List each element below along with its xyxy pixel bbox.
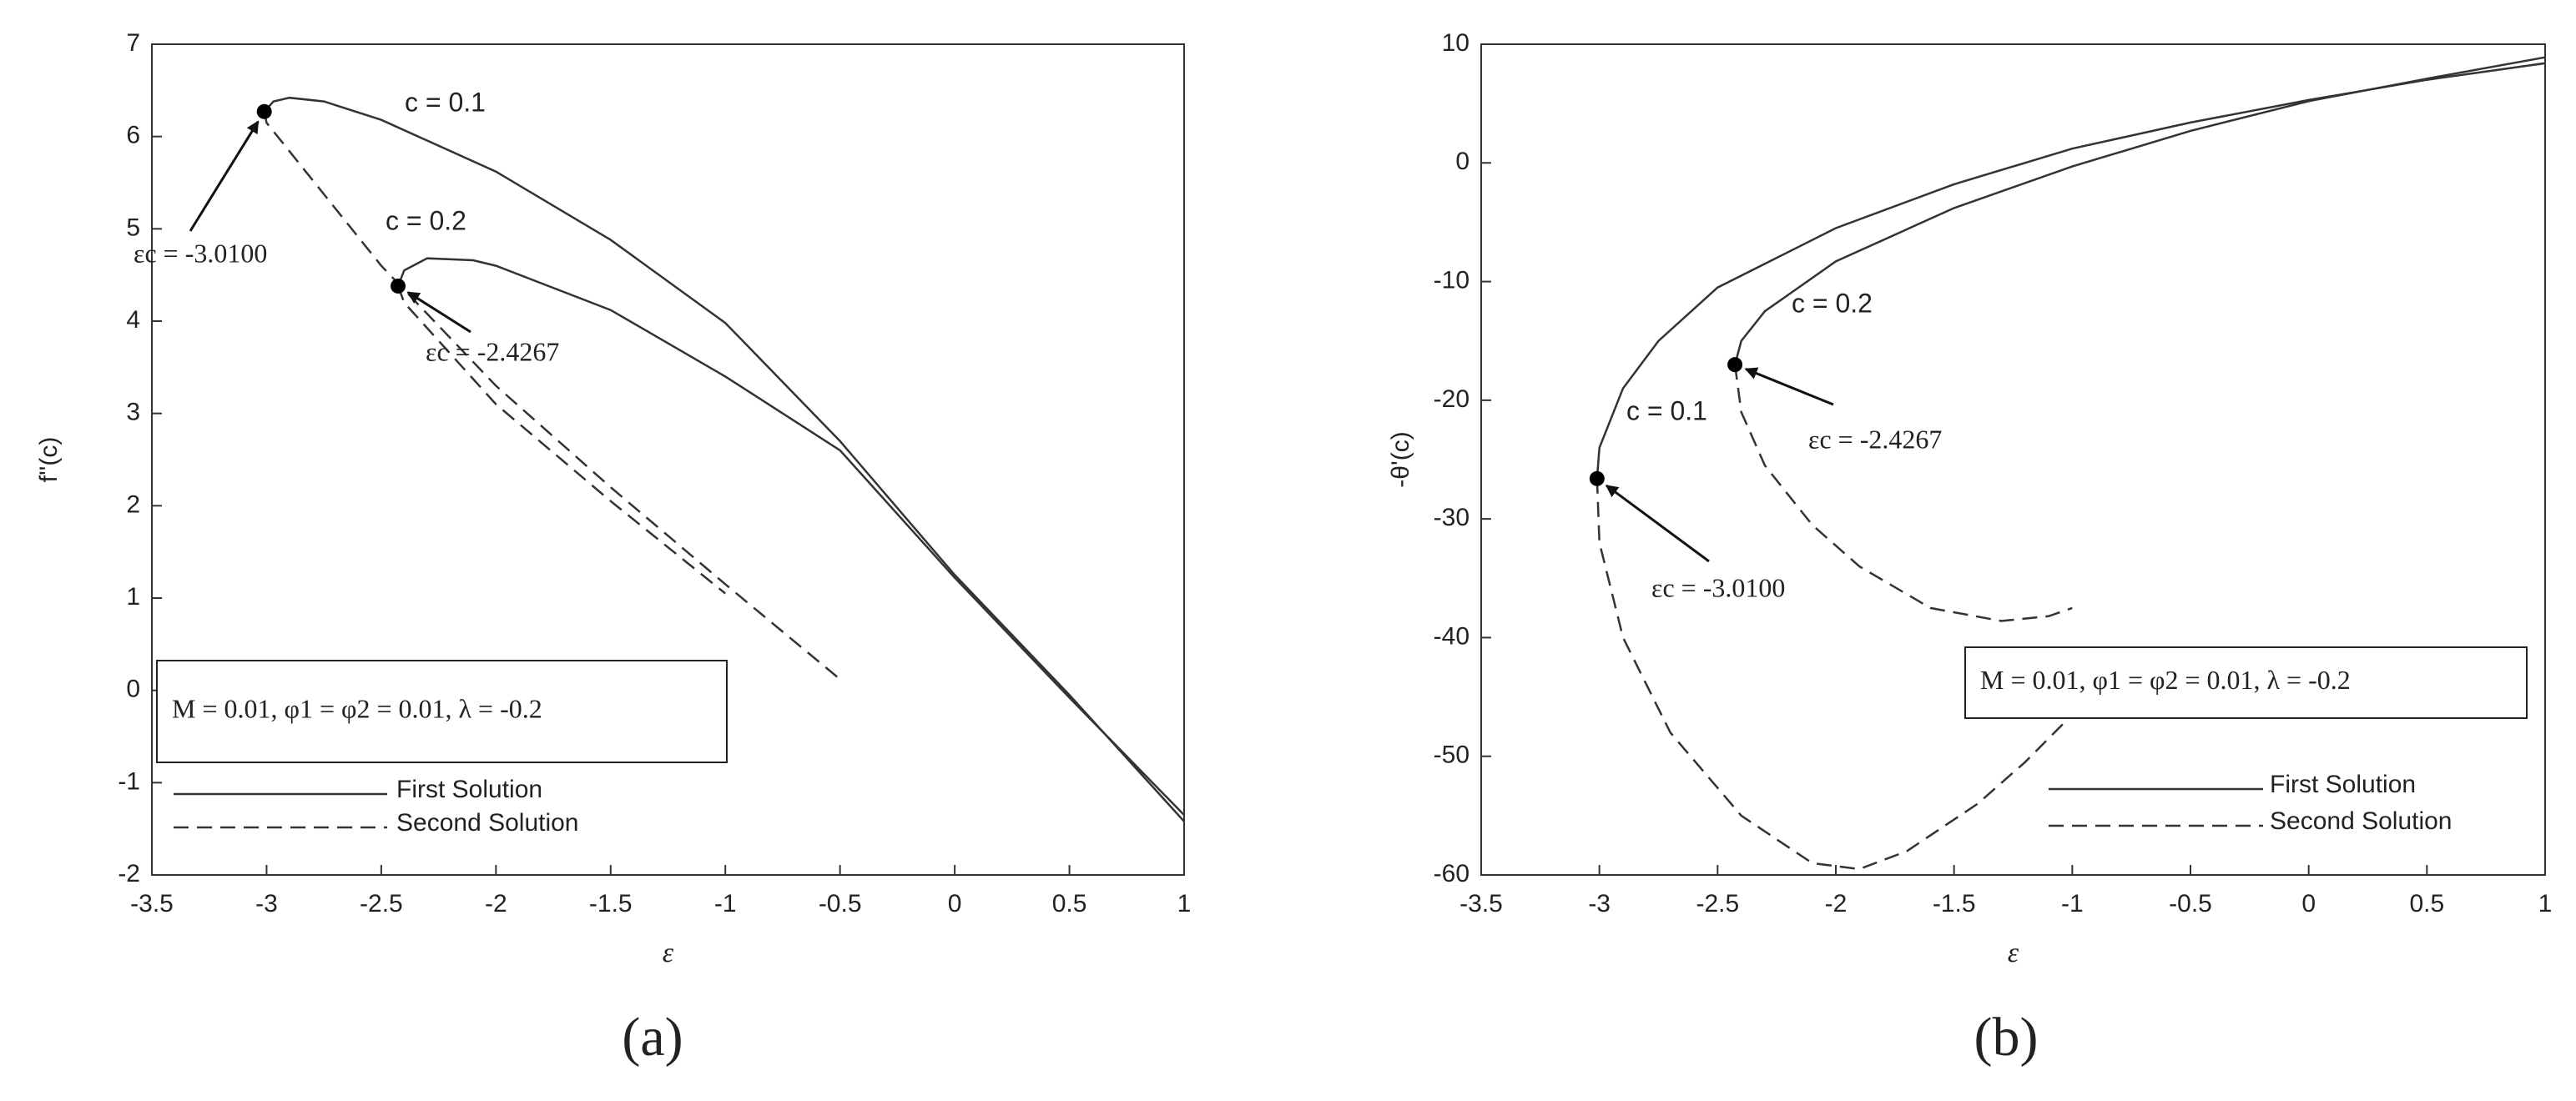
x-tick-label: -3.5 bbox=[130, 890, 174, 918]
critical-point bbox=[391, 278, 406, 294]
x-tick-label: -1.5 bbox=[1933, 890, 1976, 918]
y-tick-label: 7 bbox=[126, 29, 140, 57]
legend-label: Second Solution bbox=[396, 809, 579, 837]
x-tick-label: 0.5 bbox=[2409, 890, 2444, 918]
series-line bbox=[1596, 62, 2546, 479]
y-tick-label: -1 bbox=[118, 767, 140, 795]
y-tick-label: -2 bbox=[118, 860, 140, 887]
x-tick-label: -3.5 bbox=[1459, 890, 1503, 918]
series-line bbox=[396, 285, 726, 595]
series-line bbox=[1733, 56, 2546, 365]
critical-label: εc = -3.0100 bbox=[134, 238, 267, 268]
y-axis-label: f''(c) bbox=[35, 437, 63, 483]
x-tick-label: -1 bbox=[2061, 890, 2084, 918]
arrow bbox=[189, 120, 260, 232]
y-tick-label: 5 bbox=[126, 214, 140, 241]
x-tick-label: -2.5 bbox=[360, 890, 403, 918]
y-tick-label: 10 bbox=[1442, 29, 1469, 57]
curve-annotation: c = 0.2 bbox=[1792, 288, 1873, 318]
x-tick-label: -2.5 bbox=[1696, 890, 1739, 918]
critical-point bbox=[1727, 357, 1743, 373]
x-tick-label: -3 bbox=[1588, 890, 1611, 918]
x-tick-label: 1 bbox=[1177, 890, 1192, 918]
curve-annotation: c = 0.1 bbox=[405, 87, 486, 117]
x-tick-label: 0.5 bbox=[1052, 890, 1087, 918]
x-tick-label: -1.5 bbox=[589, 890, 633, 918]
critical-label: εc = -2.4267 bbox=[1808, 424, 1942, 454]
y-tick-label: 0 bbox=[126, 676, 140, 703]
legend-label: First Solution bbox=[396, 776, 542, 803]
y-tick-label: 4 bbox=[126, 306, 140, 334]
x-tick-label: -0.5 bbox=[819, 890, 862, 918]
x-tick-label: -3 bbox=[255, 890, 278, 918]
parameter-text: M = 0.01, φ1 = φ2 = 0.01, λ = -0.2 bbox=[172, 693, 542, 723]
series-line bbox=[1596, 478, 2074, 871]
x-axis-label: ε bbox=[663, 938, 674, 968]
x-tick-label: 0 bbox=[2301, 890, 2316, 918]
y-tick-label: -30 bbox=[1434, 504, 1469, 531]
critical-point bbox=[1589, 470, 1605, 486]
y-tick-label: -60 bbox=[1434, 860, 1469, 887]
series-line bbox=[263, 96, 1185, 822]
x-tick-label: -1 bbox=[714, 890, 737, 918]
y-axis-label: -θ'(c) bbox=[1387, 431, 1414, 487]
y-tick-label: 1 bbox=[126, 583, 140, 611]
y-tick-label: 3 bbox=[126, 399, 140, 426]
arrow bbox=[1744, 367, 1834, 406]
x-tick-label: 0 bbox=[948, 890, 962, 918]
x-tick-label: -0.5 bbox=[2169, 890, 2212, 918]
series-line bbox=[1733, 364, 2073, 622]
y-tick-label: 6 bbox=[126, 122, 140, 149]
plot-frame bbox=[1480, 43, 2546, 876]
x-tick-label: -2 bbox=[1825, 890, 1848, 918]
parameter-text: M = 0.01, φ1 = φ2 = 0.01, λ = -0.2 bbox=[1980, 665, 2351, 695]
x-axis-label: ε bbox=[2008, 938, 2019, 968]
parameter-box bbox=[1964, 646, 2528, 719]
legend-label: Second Solution bbox=[2270, 807, 2452, 835]
parameter-box bbox=[156, 660, 728, 763]
series-line bbox=[263, 111, 841, 681]
panel-label: (a) bbox=[622, 1007, 683, 1068]
y-tick-label: -10 bbox=[1434, 266, 1469, 294]
legend-label: First Solution bbox=[2270, 771, 2416, 798]
y-tick-label: -40 bbox=[1434, 622, 1469, 650]
y-tick-label: 0 bbox=[1455, 148, 1469, 175]
curve-annotation: c = 0.2 bbox=[386, 205, 466, 235]
x-tick-label: 1 bbox=[2538, 890, 2553, 918]
panel-label: (b) bbox=[1974, 1007, 2039, 1068]
y-tick-label: -50 bbox=[1434, 742, 1469, 769]
curve-annotation: c = 0.1 bbox=[1626, 395, 1707, 425]
y-tick-label: 2 bbox=[126, 490, 140, 518]
critical-label: εc = -3.0100 bbox=[1651, 572, 1785, 602]
x-tick-label: -2 bbox=[485, 890, 507, 918]
critical-label: εc = -2.4267 bbox=[426, 336, 559, 366]
plot-frame bbox=[151, 43, 1185, 876]
series-line bbox=[396, 257, 1185, 816]
arrow bbox=[406, 291, 471, 334]
y-tick-label: -20 bbox=[1434, 385, 1469, 413]
arrow bbox=[1605, 484, 1710, 563]
critical-point bbox=[256, 103, 272, 119]
